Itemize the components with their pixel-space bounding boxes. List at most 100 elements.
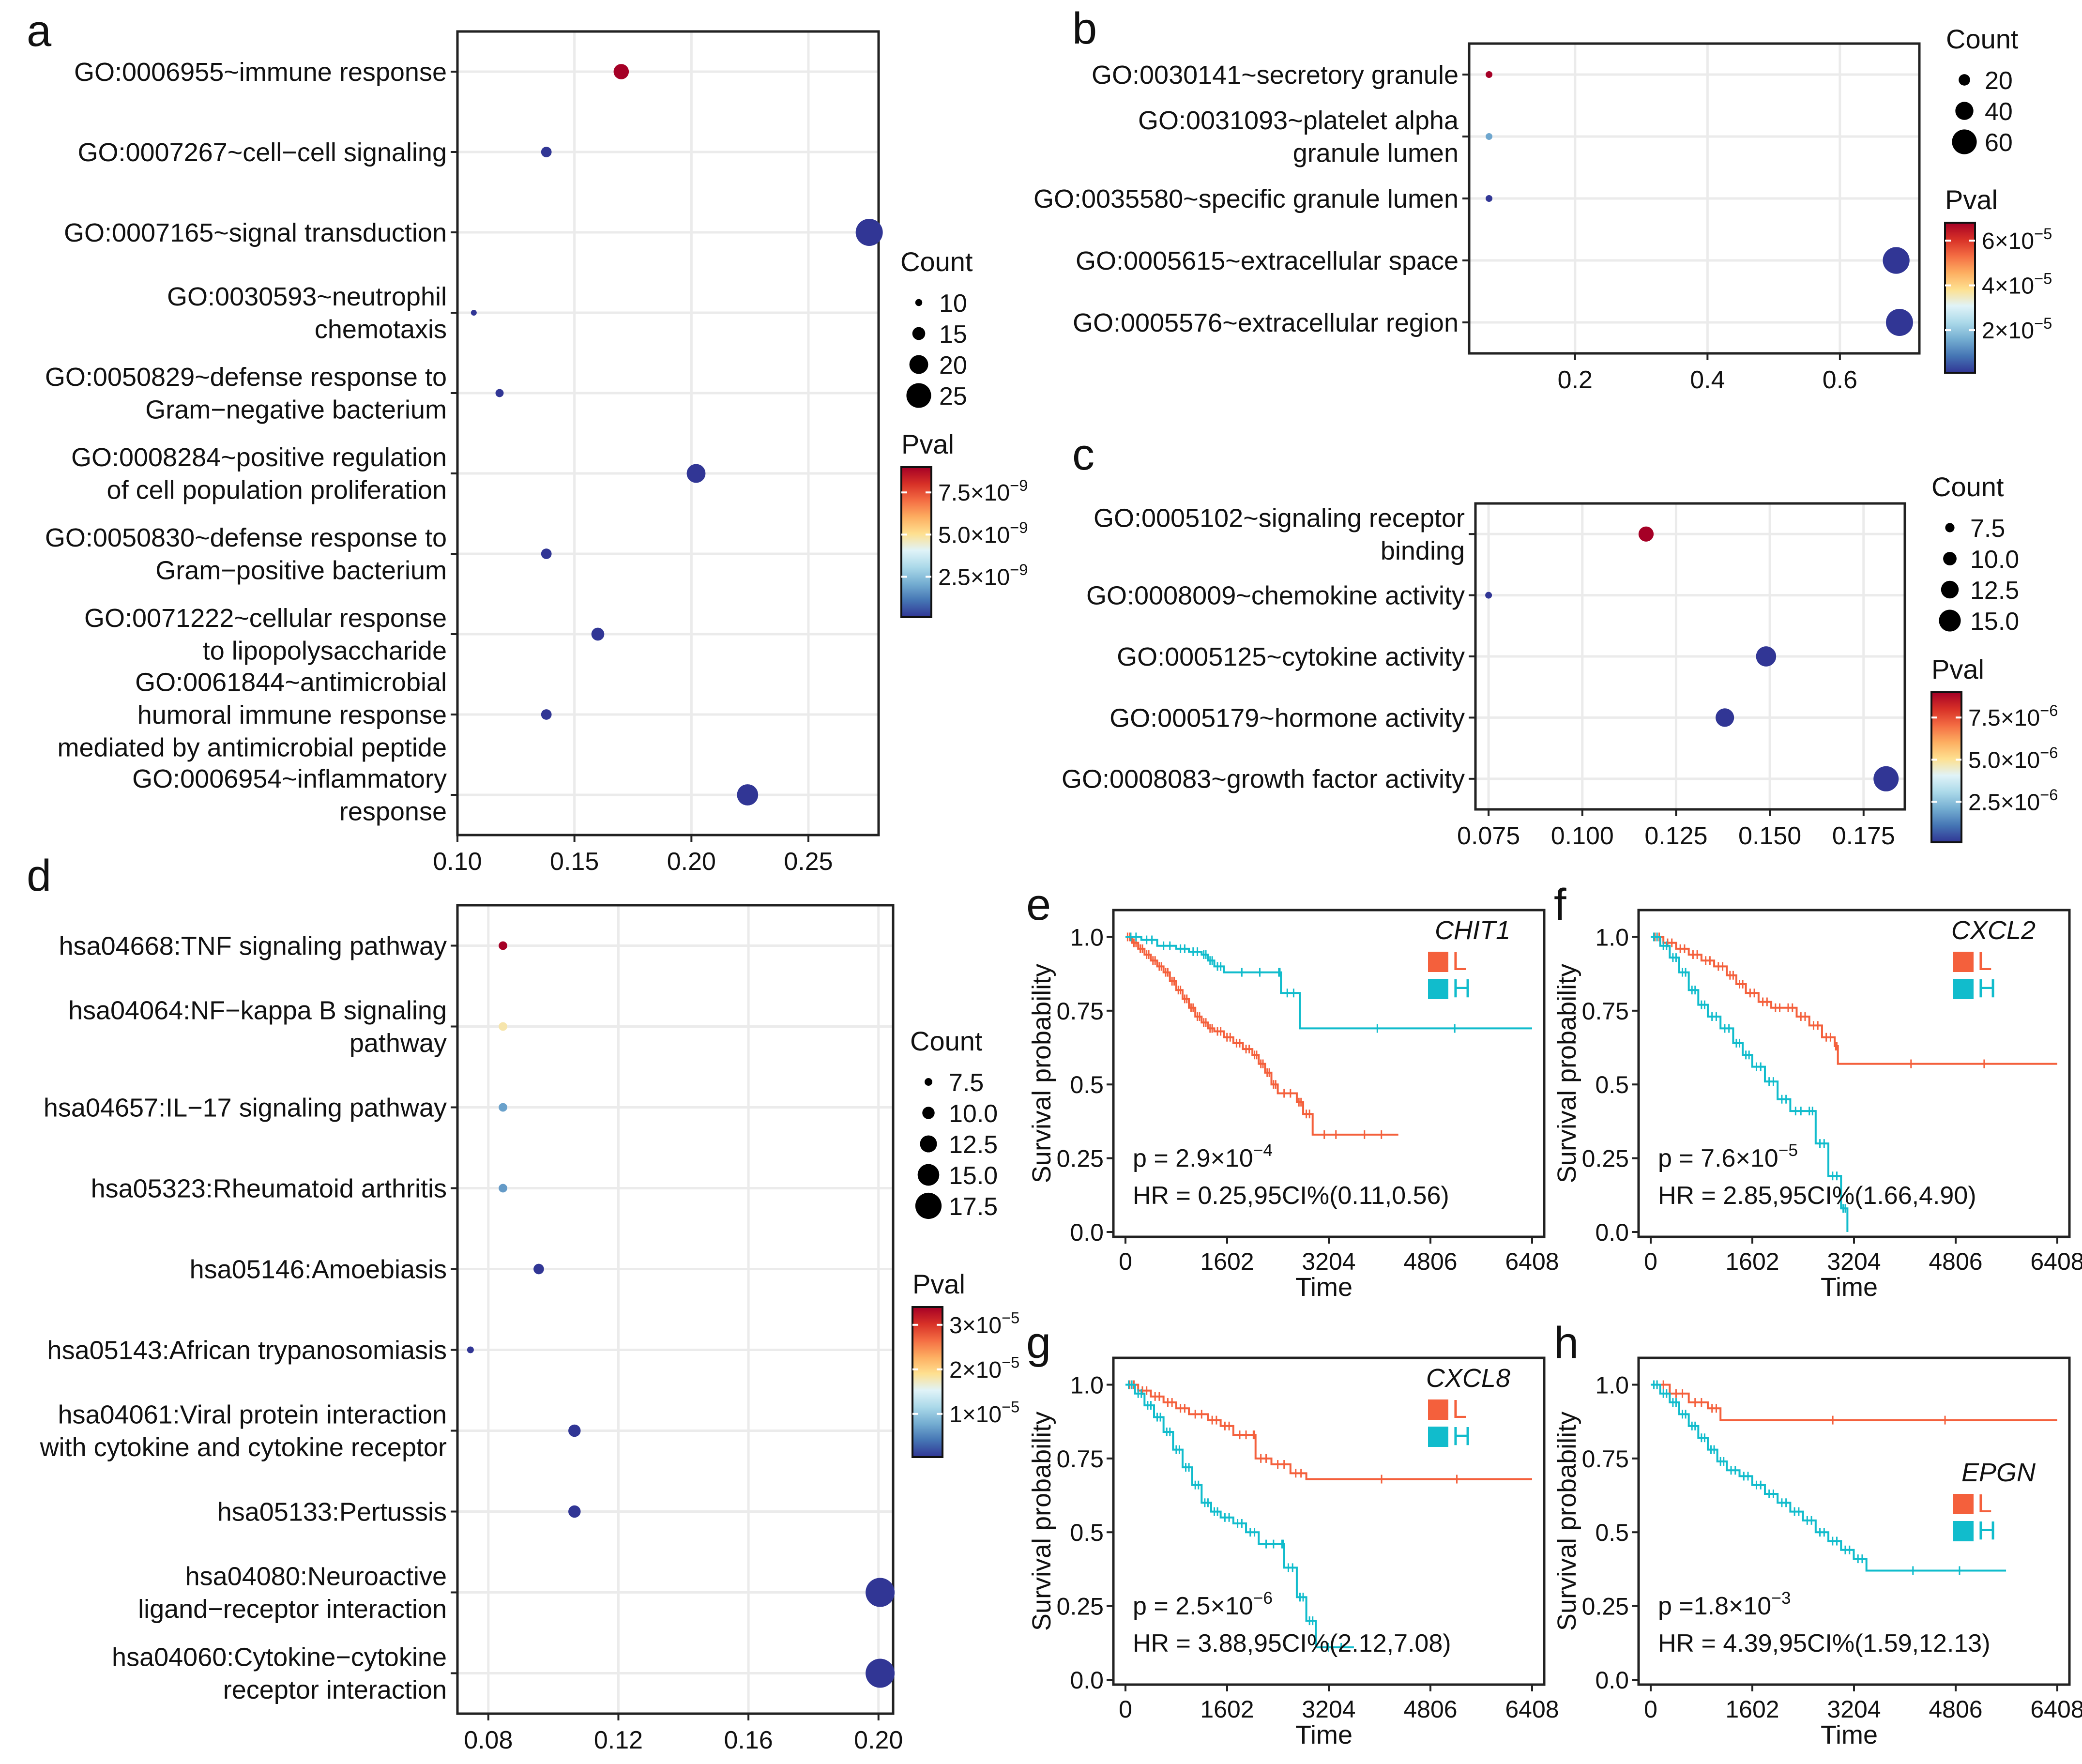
- panel-letter-b: b: [1072, 4, 1097, 53]
- km-curve-L: [1125, 936, 1398, 1136]
- bubble-point: [613, 64, 629, 79]
- bubble-point: [499, 941, 507, 950]
- category-label: response: [339, 797, 447, 826]
- category-label: Gram−negative bacterium: [145, 395, 447, 425]
- km-curve-H: [1125, 1384, 1354, 1648]
- category-label: GO:0005102~signaling receptor: [1094, 503, 1465, 532]
- category-label: GO:0008284~positive regulation: [71, 443, 447, 472]
- size-legend-title: Count: [910, 1026, 983, 1056]
- km-x-axis-label: Time: [1821, 1273, 1878, 1302]
- category-label: hsa04064:NF−kappa B signaling: [68, 996, 447, 1025]
- km-y-axis-label: Survival probability: [1552, 1412, 1581, 1631]
- km-y-tick-label: 0.5: [1070, 1071, 1104, 1098]
- km-curve-H: [1125, 936, 1532, 1030]
- size-legend-dot: [920, 1135, 937, 1153]
- km-gene-label: CHIT1: [1435, 916, 1510, 945]
- size-legend-label: 7.5: [949, 1069, 984, 1097]
- km-legend-label-L: L: [1977, 1489, 1992, 1518]
- km-x-tick-label: 4806: [1929, 1696, 1982, 1723]
- panel-letter-a: a: [27, 6, 52, 56]
- category-label: granule lumen: [1293, 139, 1459, 168]
- bubble-point: [1873, 766, 1899, 791]
- panel-letter-h: h: [1554, 1318, 1579, 1368]
- km-y-axis-label: Survival probability: [1027, 1412, 1056, 1631]
- bubble-point: [1486, 195, 1493, 202]
- km-x-tick-label: 0: [1644, 1696, 1657, 1723]
- category-label: GO:0071222~cellular response: [84, 604, 447, 633]
- size-legend-label: 10: [939, 289, 967, 318]
- category-label: hsa05143:African trypanosomiasis: [47, 1336, 447, 1365]
- category-label: hsa05133:Pertussis: [217, 1497, 447, 1526]
- size-legend-dot: [1945, 523, 1955, 532]
- category-label: GO:0035580~specific granule lumen: [1033, 184, 1459, 213]
- category-label: receptor interaction: [223, 1675, 447, 1704]
- plot-frame-a: [456, 30, 880, 836]
- size-legend-dot: [1943, 552, 1957, 565]
- size-legend-label: 20: [939, 351, 967, 380]
- km-curve-H: [1651, 1384, 2006, 1572]
- color-legend-title: Pval: [901, 429, 954, 459]
- km-legend-label-H: H: [1977, 1516, 1996, 1545]
- bubble-point: [1756, 646, 1777, 667]
- colorbar: [1930, 691, 1962, 843]
- bubble-point: [541, 709, 552, 720]
- size-legend-dot: [909, 355, 928, 374]
- km-x-tick-label: 3204: [1827, 1248, 1881, 1275]
- category-label: GO:0031093~platelet alpha: [1138, 106, 1459, 135]
- size-legend-label: 15.0: [1970, 608, 2019, 636]
- km-pvalue: p =1.8×10−3: [1658, 1589, 1791, 1620]
- category-label: GO:0005615~extracellular space: [1076, 246, 1459, 275]
- km-y-tick-label: 0.5: [1595, 1519, 1629, 1546]
- size-legend-label: 10.0: [1970, 546, 2019, 574]
- size-legend-label: 25: [939, 382, 967, 411]
- category-label: GO:0005576~extracellular region: [1073, 308, 1459, 337]
- colorbar: [912, 1306, 943, 1458]
- size-legend-label: 40: [1985, 98, 2013, 126]
- colorbar-label: 6×10−5: [1982, 225, 2052, 254]
- category-label: pathway: [350, 1029, 447, 1058]
- km-y-tick-label: 1.0: [1070, 924, 1104, 951]
- x-tick-label: 0.6: [1823, 366, 1857, 394]
- km-x-axis-label: Time: [1821, 1720, 1878, 1749]
- bubble-point: [1485, 592, 1492, 599]
- colorbar-label: 2.5×10−9: [938, 561, 1028, 590]
- bubble-point: [1486, 133, 1493, 140]
- panel-letter-g: g: [1026, 1318, 1051, 1368]
- category-label: GO:0007165~signal transduction: [64, 218, 447, 247]
- category-label: of cell population proliferation: [107, 476, 447, 505]
- colorbar: [900, 466, 932, 618]
- x-tick-label: 0.12: [594, 1726, 643, 1754]
- category-label: ligand−receptor interaction: [138, 1595, 447, 1624]
- category-label: GO:0030593~neutrophil: [167, 282, 447, 311]
- size-legend-label: 12.5: [1970, 577, 2019, 605]
- x-tick-label: 0.175: [1832, 822, 1895, 850]
- panel-letter-f: f: [1554, 880, 1566, 929]
- km-legend-swatch-H: [1428, 979, 1448, 999]
- km-gene-label: EPGN: [1961, 1458, 2036, 1487]
- km-x-axis-label: Time: [1295, 1273, 1353, 1302]
- km-x-tick-label: 1602: [1725, 1696, 1779, 1723]
- km-x-tick-label: 0: [1644, 1248, 1657, 1275]
- km-y-tick-label: 0.75: [1057, 998, 1104, 1025]
- colorbar-label: 5.0×10−9: [938, 518, 1028, 548]
- km-y-axis-label: Survival probability: [1552, 964, 1581, 1183]
- km-y-tick-label: 0.0: [1595, 1667, 1629, 1694]
- size-legend-dot: [1952, 129, 1977, 154]
- km-x-tick-label: 6408: [2030, 1248, 2082, 1275]
- km-gene-label: CXCL8: [1426, 1364, 1510, 1393]
- bubble-point: [866, 1578, 895, 1607]
- km-pvalue: p = 2.5×10−6: [1133, 1589, 1273, 1620]
- km-x-tick-label: 0: [1119, 1696, 1132, 1723]
- category-label: hsa05323:Rheumatoid arthritis: [91, 1174, 447, 1203]
- category-label: GO:0061844~antimicrobial: [135, 668, 447, 697]
- x-tick-label: 0.20: [667, 848, 716, 876]
- x-tick-label: 0.125: [1644, 822, 1707, 850]
- bubble-point: [866, 1658, 895, 1688]
- color-legend-title: Pval: [912, 1269, 965, 1299]
- bubble-point: [499, 1184, 507, 1193]
- km-y-tick-label: 1.0: [1070, 1371, 1104, 1399]
- bubble-point: [1883, 247, 1910, 274]
- size-legend-dot: [915, 1192, 942, 1219]
- category-label: Gram−positive bacterium: [155, 556, 447, 585]
